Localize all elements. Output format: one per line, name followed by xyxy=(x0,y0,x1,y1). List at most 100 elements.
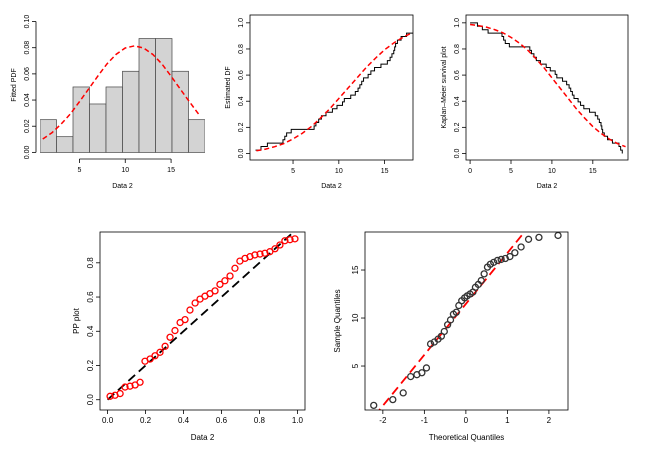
x-tick-label: 0 xyxy=(468,168,472,175)
panel: 0.0 0.2 0.4 0.6 0.8 1.0 0.0 0.2 0.4 0.6 0.8 Data 2 P… xyxy=(72,231,306,442)
plot-area xyxy=(370,232,562,410)
point xyxy=(389,395,397,404)
y-tick-label: 0.2 xyxy=(86,359,95,371)
x-tick-label: 10 xyxy=(548,168,556,175)
x-axis-label: Data 2 xyxy=(112,183,133,190)
x-tick-label: 15 xyxy=(589,168,597,175)
point xyxy=(191,299,199,307)
x-tick-label: 0.4 xyxy=(178,416,190,425)
y-tick-label: 0.2 xyxy=(454,122,461,132)
y-tick-label: 0.0 xyxy=(238,148,245,158)
point xyxy=(490,258,498,266)
point xyxy=(524,235,533,243)
y-tick-label: 0.08 xyxy=(24,41,31,55)
point xyxy=(251,251,259,259)
y-tick-label: 0.02 xyxy=(24,119,31,133)
x-tick-label: 15 xyxy=(381,168,389,175)
point xyxy=(221,277,229,285)
plot-frame xyxy=(364,231,569,411)
panel: 0 5 10 15 0.0 0.2 0.4 0.6 0.8 1.0 Data 2 Kaplan–Mei… xyxy=(441,14,629,190)
point xyxy=(116,389,124,398)
y-axis-label: Fitted PDF xyxy=(11,68,18,101)
x-axis-label: Data 2 xyxy=(321,183,342,190)
x-tick-label: 5 xyxy=(509,168,513,175)
point xyxy=(211,287,219,295)
point xyxy=(156,348,164,356)
point xyxy=(146,355,154,363)
x-tick-label: 1.0 xyxy=(292,416,304,425)
x-tick-label: 0.6 xyxy=(216,416,228,425)
point xyxy=(216,280,224,289)
bar xyxy=(171,70,189,153)
bar xyxy=(56,136,74,153)
point xyxy=(276,241,284,249)
fitted-curve xyxy=(378,232,525,410)
step-line xyxy=(255,32,413,151)
y-tick-label: 10 xyxy=(351,313,360,322)
point xyxy=(480,270,488,278)
point xyxy=(511,249,519,257)
bar xyxy=(40,119,57,153)
y-tick-label: 0.4 xyxy=(86,325,95,337)
bar xyxy=(188,119,205,153)
point xyxy=(407,372,415,381)
fitted-curve xyxy=(469,23,626,148)
point xyxy=(477,276,485,285)
y-tick-label: 15 xyxy=(351,265,360,274)
y-tick-label: 0.0 xyxy=(454,148,461,158)
y-tick-label: 0.8 xyxy=(454,44,461,54)
plot-area xyxy=(255,32,413,152)
plot-frame xyxy=(465,14,629,161)
x-tick-label: 15 xyxy=(167,167,175,174)
y-tick-label: 1.0 xyxy=(238,18,245,28)
point xyxy=(418,369,426,377)
plot-frame xyxy=(99,231,306,411)
y-tick-label: 0.0 xyxy=(86,394,95,406)
y-axis-label: Sample Quantiles xyxy=(333,289,342,352)
fitted-curve xyxy=(42,45,200,140)
x-axis-label: Theoretical Quantiles xyxy=(429,433,505,442)
x-tick-label: 5 xyxy=(291,168,295,175)
bar xyxy=(72,86,90,153)
y-tick-label: 1.0 xyxy=(454,18,461,28)
y-axis-label: Estimated DF xyxy=(225,66,232,108)
point xyxy=(501,254,509,263)
point xyxy=(286,236,294,244)
x-tick-label: 0.2 xyxy=(140,416,152,425)
panel: 5 10 15 0.00 0.02 0.04 0.06 0.08 0.10 Data 2 Fitte… xyxy=(11,15,205,190)
y-axis-label: PP plot xyxy=(72,307,81,333)
bar xyxy=(122,70,140,153)
point xyxy=(452,308,460,316)
plot-area xyxy=(106,232,299,401)
point xyxy=(426,340,435,348)
point xyxy=(493,256,502,265)
y-tick-label: 0.8 xyxy=(86,257,95,269)
x-tick-label: 1 xyxy=(505,416,510,425)
x-axis-label: Data 2 xyxy=(537,183,558,190)
y-axis-label: Kaplan–Meier survival plot xyxy=(441,46,448,128)
x-axis-label: Data 2 xyxy=(191,433,215,442)
point xyxy=(261,249,269,257)
fitted-curve xyxy=(256,32,413,152)
point xyxy=(181,315,189,324)
x-tick-label: 0.0 xyxy=(102,416,114,425)
x-tick-label: -2 xyxy=(379,416,387,425)
point xyxy=(506,252,514,261)
y-tick-label: 0.6 xyxy=(454,70,461,80)
panel: 5 10 15 0.0 0.2 0.4 0.6 0.8 1.0 Data 2 Estimated D… xyxy=(225,14,414,190)
point xyxy=(166,333,174,341)
point xyxy=(281,237,289,245)
plot-area xyxy=(469,22,626,154)
y-tick-label: 0.06 xyxy=(24,67,31,81)
point xyxy=(126,382,134,390)
y-tick-label: 0.04 xyxy=(24,93,31,107)
y-tick-label: 0.10 xyxy=(24,15,31,29)
y-tick-label: 0.8 xyxy=(238,44,245,54)
point xyxy=(271,245,279,253)
x-tick-label: 5 xyxy=(77,167,81,174)
point xyxy=(497,255,505,264)
step-line xyxy=(470,22,623,154)
bar xyxy=(89,103,107,153)
point xyxy=(136,378,144,386)
panel: -2 -1 0 1 2 5 10 15 Theoretical Quantiles Sample … xyxy=(333,231,569,442)
